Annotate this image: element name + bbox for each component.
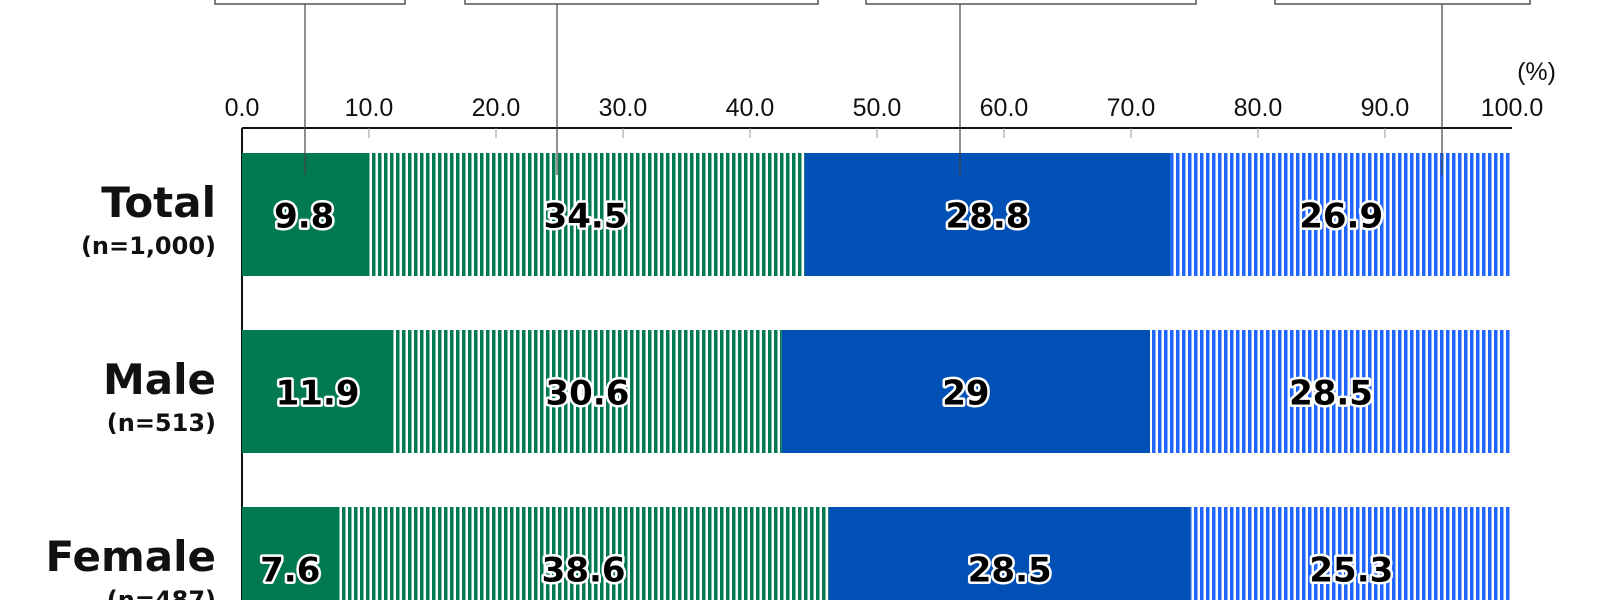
tick-label: 50.0 [853,94,902,122]
category-label: Male [103,355,216,404]
data-label: 7.6 [260,551,320,591]
bar-segment [804,153,1171,276]
category-label: Total [101,178,216,227]
category-n: (n=487) [107,586,216,600]
category-n: (n=513) [107,409,216,437]
tick-label: 70.0 [1107,94,1156,122]
bar-segment [242,330,394,453]
legend [214,0,1531,5]
legend-box [214,0,406,5]
bar-segment [1170,153,1512,276]
data-label: 28.8 [946,197,1030,237]
bar-segment [242,507,339,600]
data-label: 29 [942,374,989,414]
bars: 9.8 34.5 28.8 26.9 11.9 30.6 29 28.5 7.6 38.6 28.5… [242,153,1512,600]
bar-segment [393,330,782,453]
legend-box [464,0,819,5]
legend-box [1274,0,1531,5]
unit-label: (%) [1517,58,1556,86]
bar-segment [781,330,1151,453]
tick-label: 0.0 [225,94,260,122]
data-label: 26.9 [1299,197,1383,237]
data-label: 28.5 [1289,374,1373,414]
tick-label: 100.0 [1481,94,1544,122]
bar-segment [366,153,805,276]
bar-segment [1150,330,1512,453]
category-label: Female [46,532,216,581]
x-axis: 0.0 10.0 20.0 30.0 40.0 50.0 60.0 70.0 80.0 90.0 1… [225,94,1544,600]
bar-segment [338,507,829,600]
data-label: 30.6 [545,374,629,414]
tick-label: 30.0 [599,94,648,122]
leader-lines [304,4,1443,175]
tick-label: 80.0 [1234,94,1283,122]
tick-label: 40.0 [726,94,775,122]
data-label: 28.5 [968,551,1052,591]
data-label: 38.6 [542,551,626,591]
tick-label: 10.0 [345,94,394,122]
category-n: (n=1,000) [81,232,216,260]
bar-segment [242,153,367,276]
legend-box [865,0,1197,5]
data-label: 25.3 [1309,551,1393,591]
tick-label: 20.0 [472,94,521,122]
data-label: 9.8 [274,197,334,237]
bar-segment [828,507,1191,600]
bar-segment [1190,507,1512,600]
data-label: 11.9 [276,374,360,414]
tick-label: 60.0 [980,94,1029,122]
tick-label: 90.0 [1361,94,1410,122]
data-label: 34.5 [544,197,628,237]
category-labels: Total (n=1,000) Male (n=513) Female (n=487) [46,178,216,600]
